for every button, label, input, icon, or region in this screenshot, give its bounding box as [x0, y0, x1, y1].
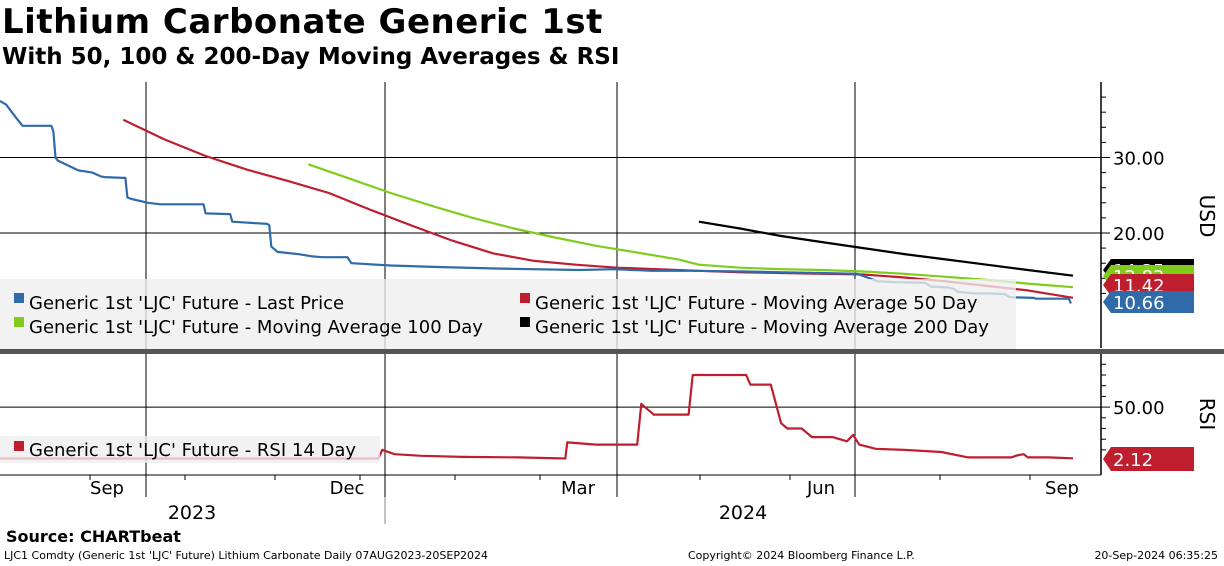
- rsi-axis-title: RSI: [1195, 398, 1219, 431]
- legend-ma50-swatch: [520, 293, 530, 303]
- x-month-label-0: Sep: [90, 478, 124, 499]
- legend-ma50-label: Generic 1st 'LJC' Future - Moving Averag…: [535, 293, 978, 314]
- ma100-line: [307, 163, 1074, 289]
- legend-ma200-label: Generic 1st 'LJC' Future - Moving Averag…: [535, 317, 989, 338]
- chart-title: Lithium Carbonate Generic 1st: [2, 2, 603, 42]
- legend-ma100-swatch: [14, 317, 24, 327]
- footer-copyright: Copyright© 2024 Bloomberg Finance L.P.: [688, 549, 915, 562]
- x-month-label-2: Mar: [561, 478, 596, 499]
- last-price-tag: 10.66: [1103, 291, 1194, 314]
- rsi-legend-box: [0, 436, 380, 463]
- x-year-label-0: 2023: [168, 502, 216, 524]
- ma200-line: [698, 220, 1074, 277]
- rsi-tag: 2.12: [1103, 447, 1194, 471]
- chart-subtitle: With 50, 100 & 200-Day Moving Averages &…: [2, 44, 620, 70]
- x-month-label-1: Dec: [330, 478, 365, 499]
- footer-timestamp: 20-Sep-2024 06:35:25: [1094, 549, 1218, 562]
- footer-ticker: LJC1 Comdty (Generic 1st 'LJC' Future) L…: [4, 549, 488, 562]
- legend-last-price-label: Generic 1st 'LJC' Future - Last Price: [29, 293, 344, 314]
- price-tick-label-0: 20.00: [1113, 224, 1165, 245]
- ma50-line: [122, 118, 1074, 299]
- rsi-tick-label-0: 50.00: [1113, 398, 1165, 419]
- source-label: Source: CHARTbeat: [6, 527, 181, 546]
- legend-ma200-swatch: [520, 317, 530, 327]
- rsi-tag-text: 2.12: [1113, 450, 1153, 471]
- last-price-tag-text: 10.66: [1113, 293, 1165, 314]
- x-month-label-3: Jun: [806, 478, 835, 499]
- x-month-label-4: Sep: [1045, 478, 1079, 499]
- rsi-tag-bg: [1103, 447, 1194, 471]
- legend-rsi-label: Generic 1st 'LJC' Future - RSI 14 Day: [29, 440, 356, 461]
- ma50-tag-bg: [1103, 274, 1194, 296]
- legend-last-price-swatch: [14, 293, 24, 303]
- price-legend-box: [0, 279, 1016, 349]
- legend-rsi-swatch: [14, 441, 24, 451]
- last-price-line: [0, 99, 1072, 304]
- panel-separator: [0, 349, 1224, 354]
- last-price-tag-bg: [1103, 291, 1194, 313]
- legend-ma100-label: Generic 1st 'LJC' Future - Moving Averag…: [29, 317, 483, 338]
- price-axis-title: USD: [1195, 195, 1219, 238]
- price-tick-label-1: 30.00: [1113, 149, 1165, 170]
- x-year-label-1: 2024: [719, 502, 767, 524]
- rsi-line: [0, 373, 1074, 460]
